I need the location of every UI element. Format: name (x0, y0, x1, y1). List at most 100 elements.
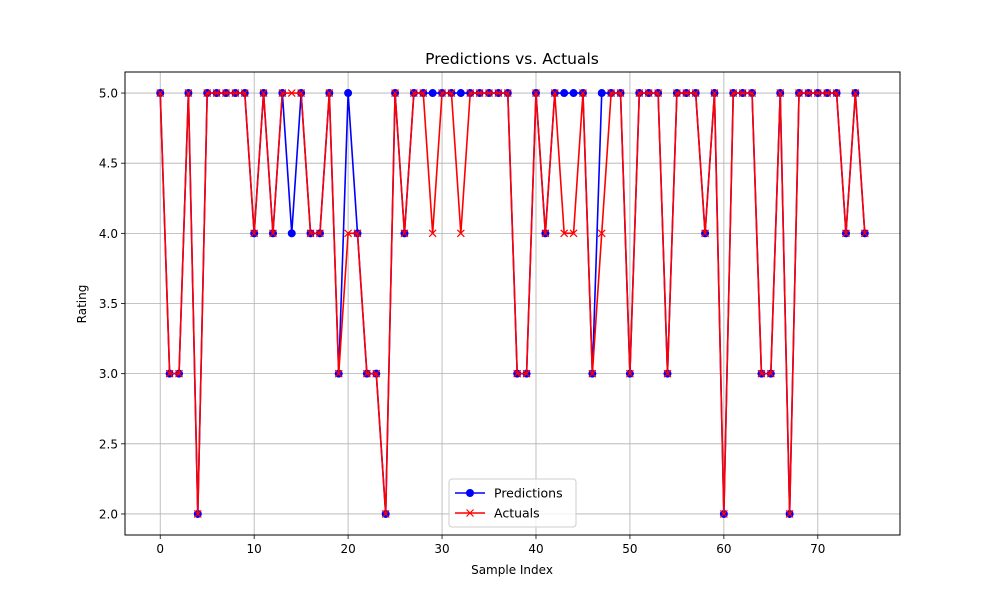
x-ticks: 0 10 20 30 40 50 60 70 (156, 535, 825, 556)
series-actuals (156, 89, 869, 518)
actuals-point (306, 229, 315, 238)
actuals-point (785, 510, 794, 518)
actuals-point (710, 89, 719, 97)
legend-predictions-label: Predictions (494, 486, 563, 501)
actuals-point (203, 89, 212, 97)
y-tick-label: 3.5 (99, 297, 118, 311)
actuals-point (165, 369, 174, 378)
actuals-point (766, 369, 775, 378)
actuals-point (607, 89, 616, 97)
y-tick-label: 4.5 (99, 157, 118, 171)
x-tick-label: 70 (810, 542, 825, 556)
y-tick-label: 2.0 (99, 507, 118, 521)
actuals-point (447, 89, 456, 97)
actuals-point (616, 89, 625, 97)
actuals-point (513, 369, 522, 378)
y-tick-label: 4.0 (99, 227, 118, 241)
y-axis-label: Rating (75, 285, 89, 324)
actuals-point (813, 89, 822, 97)
actuals-point (156, 89, 165, 97)
x-tick-label: 40 (528, 542, 543, 556)
actuals-point (297, 89, 306, 97)
actuals-point (466, 89, 475, 97)
actuals-point (325, 89, 334, 97)
actuals-point (588, 369, 597, 378)
predictions-point (569, 89, 578, 98)
actuals-point (729, 89, 738, 97)
legend: Predictions Actuals (448, 478, 577, 528)
actuals-point (804, 89, 813, 97)
actuals-point (428, 229, 437, 238)
y-tick-label: 5.0 (99, 87, 118, 101)
actuals-point (625, 369, 634, 378)
actuals-point (532, 89, 540, 97)
legend-predictions-marker (466, 489, 474, 497)
actuals-point (231, 89, 240, 97)
actuals-point (682, 89, 691, 97)
predictions-point (287, 229, 296, 238)
actuals-point (851, 89, 860, 97)
actuals-point (193, 510, 202, 518)
chart-title: Predictions vs. Actuals (425, 50, 599, 68)
actuals-point (278, 89, 287, 97)
legend-actuals-label: Actuals (494, 506, 540, 521)
actuals-point (250, 229, 259, 238)
actuals-point (503, 89, 512, 97)
actuals-point (748, 89, 756, 97)
predictions-point (560, 89, 569, 98)
actuals-line (159, 92, 866, 515)
actuals-point (438, 89, 446, 97)
actuals-point (372, 369, 381, 378)
actuals-point (456, 229, 465, 238)
actuals-point (391, 89, 400, 97)
y-tick-label: 2.5 (99, 437, 118, 451)
actuals-point (485, 89, 493, 97)
actuals-point (419, 89, 428, 97)
x-tick-label: 10 (247, 542, 262, 556)
x-tick-label: 60 (716, 542, 731, 556)
predictions-point (344, 89, 353, 98)
actuals-point (184, 89, 193, 97)
actuals-point (860, 229, 869, 238)
predictions-point (456, 89, 465, 98)
actuals-point (259, 89, 268, 97)
actuals-point (832, 89, 841, 97)
actuals-point (287, 89, 296, 97)
actuals-point (269, 229, 277, 238)
x-tick-label: 30 (434, 542, 449, 556)
actuals-point (175, 369, 183, 378)
actuals-point (381, 510, 390, 518)
actuals-point (635, 89, 644, 97)
actuals-point (738, 89, 747, 97)
actuals-point (701, 229, 710, 238)
actuals-point (344, 229, 353, 238)
actuals-point (315, 229, 324, 238)
actuals-point (334, 369, 343, 378)
actuals-point (719, 510, 728, 518)
actuals-point (541, 229, 550, 238)
actuals-point (795, 89, 803, 97)
x-tick-label: 50 (622, 542, 637, 556)
x-tick-label: 0 (156, 542, 164, 556)
legend-box (448, 478, 577, 528)
x-axis-label: Sample Index (471, 563, 553, 577)
actuals-point (672, 89, 681, 97)
actuals-point (823, 89, 832, 97)
actuals-point (597, 229, 606, 238)
actuals-point (644, 89, 653, 97)
actuals-point (409, 89, 418, 97)
actuals-point (222, 89, 230, 97)
predictions-point (428, 89, 437, 98)
actuals-point (353, 229, 362, 238)
actuals-point (362, 369, 371, 378)
actuals-point (550, 89, 559, 97)
actuals-point (757, 369, 766, 378)
y-ticks: 2.0 2.5 3.0 3.5 4.0 4.5 5.0 (99, 87, 125, 521)
actuals-point (776, 89, 785, 97)
y-tick-label: 3.0 (99, 367, 118, 381)
actuals-point (560, 229, 569, 238)
actuals-point (842, 229, 850, 238)
actuals-point (691, 89, 700, 97)
actuals-point (579, 89, 587, 97)
